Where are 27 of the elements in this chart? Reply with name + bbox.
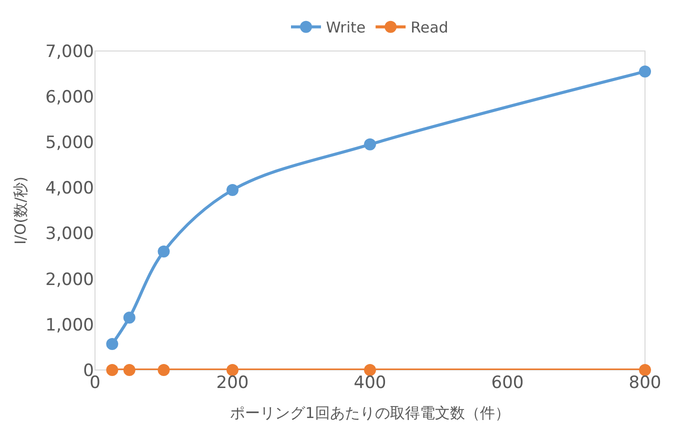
point — [158, 364, 170, 376]
point — [106, 338, 118, 350]
point — [364, 138, 376, 150]
point — [639, 364, 651, 376]
point — [158, 246, 170, 258]
x-tick-label: 400 — [354, 373, 386, 393]
y-tick-label: 6,000 — [45, 88, 94, 108]
y-tick-label: 3,000 — [45, 224, 94, 244]
y-tick-label: 1,000 — [45, 315, 94, 336]
point — [364, 364, 376, 376]
x-tick-label: 800 — [628, 373, 662, 393]
legend-label: Read — [410, 18, 448, 37]
legend-label: Write — [326, 18, 366, 37]
y-tick-label: 5,000 — [45, 133, 94, 154]
point — [226, 184, 238, 196]
y-tick-label: 7,000 — [45, 42, 94, 62]
x-axis-title: ポーリング1回あたりの取得電文数（件） — [230, 404, 510, 422]
point — [106, 364, 118, 376]
y-tick-label: 2,000 — [45, 270, 94, 290]
y-tick-label: 4,000 — [45, 178, 94, 199]
point — [123, 364, 136, 376]
x-tick-label: 200 — [216, 373, 249, 393]
point — [226, 364, 238, 376]
x-tick-label: 600 — [491, 373, 524, 393]
point — [123, 312, 136, 324]
point — [639, 66, 651, 78]
y-axis-title: I/O(数/秒) — [12, 176, 30, 245]
